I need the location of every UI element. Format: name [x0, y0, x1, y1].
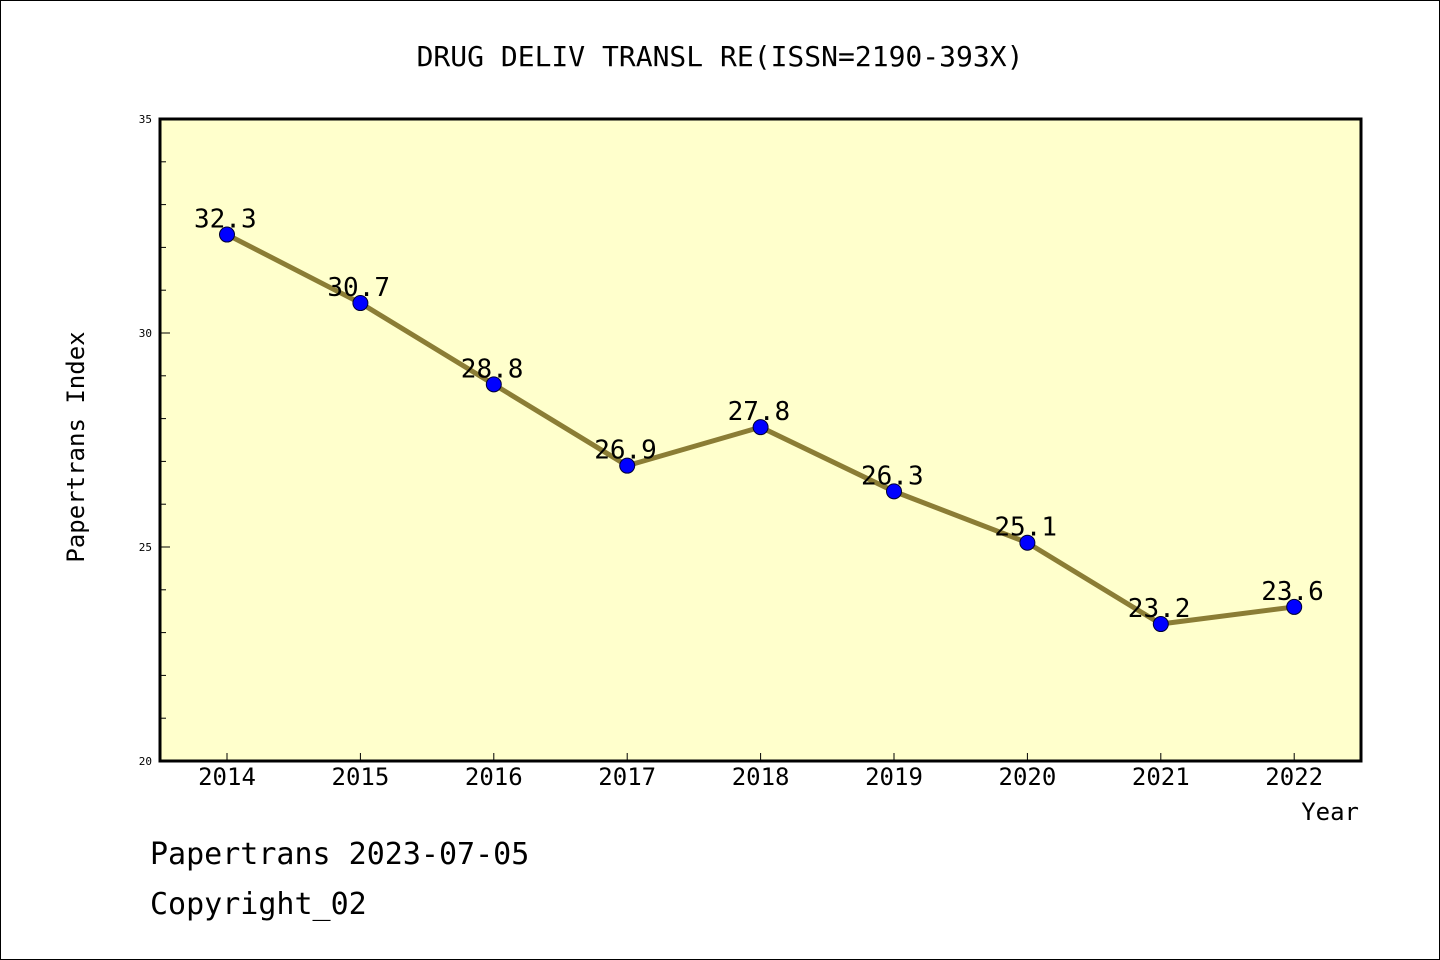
x-tick-label: 2021	[1132, 763, 1190, 791]
data-label: 27.8	[728, 397, 791, 427]
data-point	[752, 419, 769, 436]
data-label: 25.1	[994, 513, 1057, 543]
footer-copyright: Copyright_02	[150, 887, 367, 922]
footer-date: Papertrans 2023-07-05	[150, 837, 529, 872]
data-label: 28.8	[461, 354, 524, 384]
data-point	[219, 226, 235, 243]
x-axis: 2014 2015 2016 2017 2018 2019 2020 2021 2022	[198, 753, 1323, 791]
x-tick-label: 2016	[465, 763, 523, 791]
y-tick-label: 25	[139, 541, 152, 554]
y-tick-label: 30	[139, 327, 152, 340]
y-tick-label: 20	[139, 755, 152, 768]
data-label: 32.3	[194, 205, 257, 235]
data-point	[485, 376, 502, 393]
x-tick-label: 2020	[999, 763, 1057, 791]
x-tick-label: 2015	[332, 763, 390, 791]
y-axis-title: Papertrans Index	[62, 331, 90, 562]
y-axis: 20 25 30 35	[139, 113, 170, 768]
data-point	[1286, 598, 1303, 615]
x-tick-label: 2017	[598, 763, 656, 791]
x-tick-label: 2014	[198, 763, 256, 791]
data-label: 23.2	[1128, 594, 1191, 624]
data-point	[352, 295, 369, 312]
data-point	[619, 457, 636, 474]
x-tick-label: 2022	[1265, 763, 1323, 791]
x-tick-label: 2019	[865, 763, 923, 791]
x-tick-label: 2018	[732, 763, 790, 791]
plot-area	[158, 117, 1363, 763]
data-point	[886, 483, 902, 500]
data-point	[1152, 616, 1169, 633]
data-label: 26.3	[861, 461, 924, 491]
data-point	[1019, 534, 1036, 551]
x-axis-title: Year	[1301, 798, 1359, 826]
data-label: 26.9	[594, 436, 657, 466]
data-label: 30.7	[327, 273, 390, 303]
series-group: 32.3 30.7 28.8 26.9 27.8 26.3 25.1 23.2 23.6	[194, 205, 1324, 633]
y-tick-label: 35	[139, 113, 152, 126]
chart-title: DRUG DELIV TRANSL RE(ISSN=2190-393X)	[417, 40, 1024, 73]
data-label: 23.6	[1261, 577, 1324, 607]
